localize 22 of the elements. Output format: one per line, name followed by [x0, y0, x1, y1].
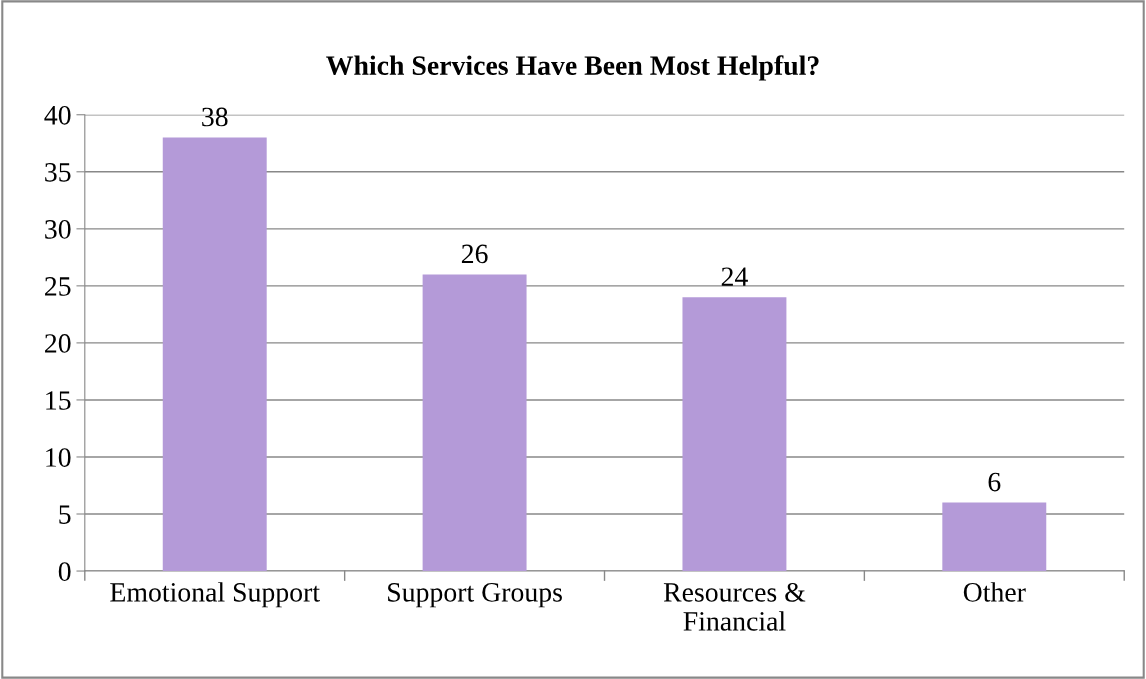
x-tick-label: Other: [963, 582, 1026, 602]
y-tick-label: 30: [45, 219, 71, 239]
chart-title: Which Services Have Been Most Helpful?: [326, 55, 819, 81]
bar: [162, 137, 267, 572]
bar: [422, 274, 527, 572]
y-tick-label: 40: [44, 105, 71, 125]
y-tick-label: 5: [59, 505, 71, 524]
x-tick-label: Support Groups: [388, 583, 562, 608]
y-tick-label: 15: [46, 391, 71, 410]
x-tick-label: Resources & Financial: [663, 582, 806, 631]
y-tick-label: 35: [45, 163, 71, 182]
bar: [942, 502, 1047, 572]
y-tick-label: 20: [45, 334, 71, 353]
data-label: 6: [988, 472, 1001, 492]
x-tick-label: Emotional Support: [110, 582, 320, 608]
y-tick-label: 0: [58, 562, 71, 581]
data-label: 26: [461, 244, 488, 264]
bar: [682, 297, 787, 572]
data-label: 38: [202, 107, 228, 127]
y-tick-label: 10: [46, 448, 71, 467]
data-label: 24: [721, 267, 748, 286]
y-tick-label: 25: [45, 277, 71, 296]
